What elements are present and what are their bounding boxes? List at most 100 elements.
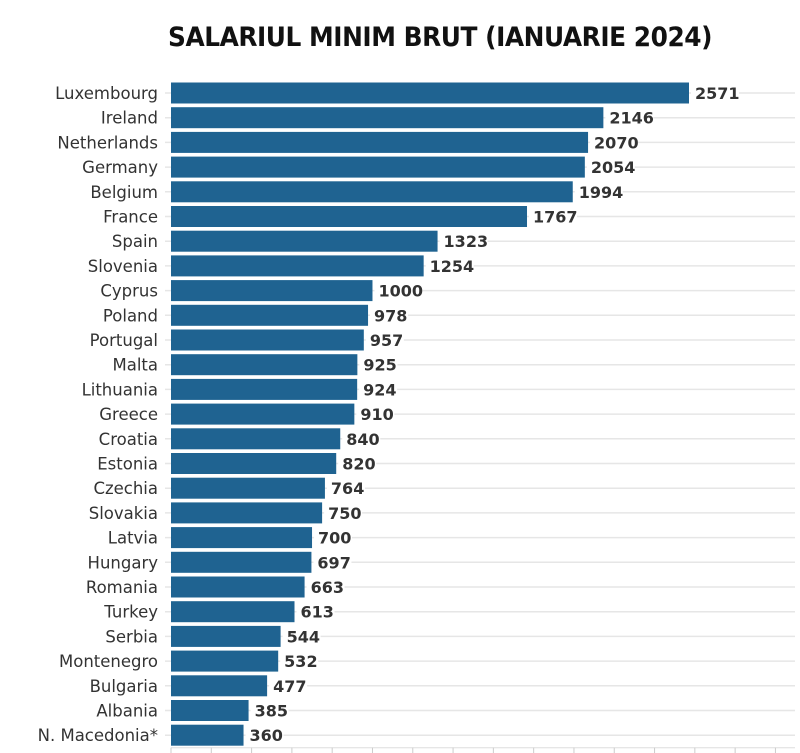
bar xyxy=(171,329,364,351)
category-label: Poland xyxy=(103,306,158,325)
value-label-bg xyxy=(250,701,289,720)
value-label: 1767 xyxy=(533,208,578,227)
value-label: 840 xyxy=(346,430,379,449)
value-label-bg xyxy=(338,454,377,473)
value-label-bg xyxy=(245,726,284,745)
value-label-bg xyxy=(586,158,635,177)
value-label-bg xyxy=(314,528,353,547)
value-label: 1323 xyxy=(444,232,489,251)
bar xyxy=(171,428,341,450)
category-label: France xyxy=(103,208,158,227)
value-label: 924 xyxy=(363,380,396,399)
value-label: 2146 xyxy=(609,109,654,128)
bar xyxy=(171,625,281,647)
category-label: Lithuania xyxy=(82,380,158,399)
category-label: Serbia xyxy=(105,627,158,646)
value-label: 764 xyxy=(331,479,364,498)
value-label: 2571 xyxy=(695,84,740,103)
value-label-bg xyxy=(313,553,352,572)
value-label: 1000 xyxy=(378,282,423,301)
value-label: 532 xyxy=(284,652,317,671)
chart-title: SALARIUL MINIM BRUT (IANUARIE 2024) xyxy=(168,22,712,53)
category-label: Slovenia xyxy=(88,257,158,276)
category-label: Greece xyxy=(99,405,158,424)
bar xyxy=(171,255,424,277)
value-label-bg xyxy=(296,602,335,621)
bar xyxy=(171,453,337,474)
value-label: 700 xyxy=(318,529,351,548)
category-label: Latvia xyxy=(108,529,158,548)
value-label: 978 xyxy=(374,306,407,325)
value-label: 1994 xyxy=(579,183,624,202)
value-label: 360 xyxy=(250,726,283,745)
bar xyxy=(171,675,268,697)
value-label-bg xyxy=(306,578,345,596)
value-label: 477 xyxy=(273,677,306,696)
bar xyxy=(171,304,369,326)
value-label-bg xyxy=(605,108,654,127)
value-label: 663 xyxy=(311,578,344,597)
category-label: Montenegro xyxy=(59,652,158,671)
bar xyxy=(171,650,279,672)
value-label-bg xyxy=(342,429,381,448)
value-label: 925 xyxy=(363,356,396,375)
value-label-bg xyxy=(370,306,409,325)
category-label: Czechia xyxy=(93,479,158,498)
value-label-bg xyxy=(280,652,319,671)
value-label: 957 xyxy=(370,331,403,350)
value-label: 1254 xyxy=(430,257,475,276)
value-label: 544 xyxy=(287,627,320,646)
category-label: Ireland xyxy=(101,109,158,128)
bar xyxy=(171,181,573,203)
category-label: Slovakia xyxy=(89,504,158,523)
bar xyxy=(171,527,313,549)
value-label-bg xyxy=(691,84,739,102)
category-label: Estonia xyxy=(97,455,158,474)
category-label: Albania xyxy=(96,702,158,721)
value-label-bg xyxy=(590,133,639,152)
category-label: Netherlands xyxy=(57,133,158,152)
value-label: 2054 xyxy=(591,158,636,177)
bar xyxy=(171,700,249,721)
bar xyxy=(171,131,589,153)
value-label: 820 xyxy=(342,455,375,474)
bar xyxy=(171,280,373,302)
value-label: 613 xyxy=(301,603,334,622)
bar xyxy=(171,378,358,400)
bar xyxy=(171,156,585,178)
value-label-bg xyxy=(282,627,321,646)
value-label: 750 xyxy=(328,504,361,523)
value-label-bg xyxy=(374,281,423,300)
value-label-bg xyxy=(359,380,398,399)
bar xyxy=(171,107,604,129)
category-label: Croatia xyxy=(99,430,158,449)
bar xyxy=(171,477,325,499)
category-label: Malta xyxy=(112,356,158,375)
bar xyxy=(171,354,358,376)
value-label: 2070 xyxy=(594,133,639,152)
value-label-bg xyxy=(425,256,474,275)
value-label-bg xyxy=(324,503,363,522)
value-label-bg xyxy=(326,479,365,498)
value-label: 385 xyxy=(255,702,288,721)
bar xyxy=(171,551,312,573)
category-label: Romania xyxy=(86,578,158,597)
value-label: 697 xyxy=(317,553,350,572)
bar xyxy=(171,724,244,746)
value-label-bg xyxy=(356,405,395,424)
category-label: Germany xyxy=(82,158,158,177)
value-label-bg xyxy=(359,355,398,374)
category-label: Spain xyxy=(112,232,158,251)
category-label: Hungary xyxy=(88,553,159,572)
value-label-bg xyxy=(529,207,578,226)
bar xyxy=(171,576,305,598)
bar xyxy=(171,502,323,524)
bar xyxy=(171,82,689,104)
category-label: Belgium xyxy=(90,183,158,202)
category-label: Bulgaria xyxy=(90,677,158,696)
category-label: N. Macedonia* xyxy=(38,726,158,745)
bar xyxy=(171,230,438,252)
bar xyxy=(171,403,355,425)
value-label-bg xyxy=(269,676,308,695)
